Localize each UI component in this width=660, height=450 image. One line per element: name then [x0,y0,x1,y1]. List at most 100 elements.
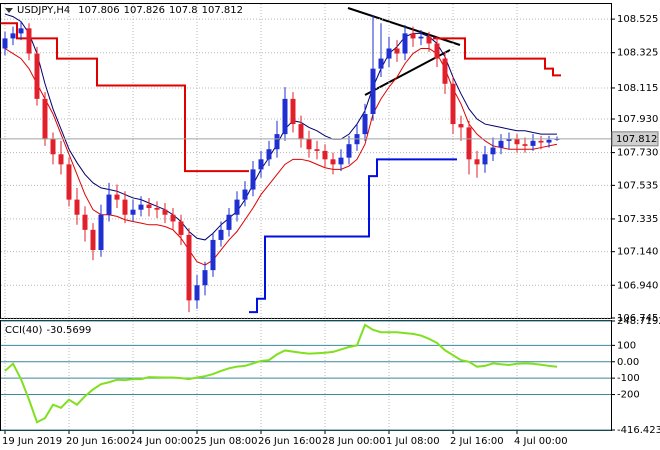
candle-body [514,139,520,145]
y-tick-label: 248.7192 [617,316,660,327]
candle-body [58,154,64,165]
candle-body [50,139,56,155]
candle-body [322,150,328,160]
candle-body [266,149,272,160]
candle-body [474,159,480,165]
candle-body [26,28,32,54]
x-tick-label: 20 Jun 16:00 [66,436,130,447]
candle-body [530,140,536,146]
candle-body [34,53,40,99]
candle-body [234,199,240,215]
candle-body [426,36,432,44]
y-tick-label: 108.525 [617,14,658,25]
candle-body [138,204,144,210]
candle-body [394,48,400,54]
candle-body [130,209,136,215]
y-tick-label: 107.535 [617,180,658,191]
x-tick-label: 25 Jun 08:00 [194,436,258,447]
y-tick-label: 107.730 [617,148,658,159]
indicator-line [4,47,558,266]
candle-body [410,33,416,39]
candle-body [306,139,312,150]
candle-body [434,43,440,59]
candle-body [346,144,352,158]
price-panel-frame [0,3,612,319]
candle-body [186,234,192,301]
candle-body [450,83,456,125]
candle-body [178,221,184,235]
candle-body [258,159,264,170]
candle-body [458,124,464,128]
x-tick-label: 26 Jun 16:00 [258,436,322,447]
candle-body [66,164,72,200]
ohlc-close: 107.812 [202,5,243,16]
x-tick-label: 24 Jun 00:00 [130,436,194,447]
candle-body [498,140,504,148]
candle-body [162,209,168,215]
candle-body [106,194,112,215]
y-tick-label: 107.930 [617,114,658,125]
candle-body [314,149,320,151]
ohlc-high: 107.826 [124,5,165,16]
candle-body [202,270,208,286]
y-tick-label: -200 [617,390,640,401]
candle-body [522,144,528,146]
candle-body [154,208,160,210]
cci-title: CCI(40) [5,325,43,336]
channel-line [249,158,457,314]
candle-body [194,285,200,301]
x-tick-label: 19 Jun 2019 [2,436,62,447]
candle-body [554,138,560,140]
candle-body [250,169,256,190]
x-tick-label: 28 Jun 00:00 [322,436,386,447]
x-tick-label: 2 Jul 16:00 [450,436,504,447]
current-price-label: 107.812 [616,134,657,145]
candle-body [538,140,544,143]
y-tick-label: 108.115 [617,83,658,94]
candle-body [18,28,24,34]
current-price-box [611,131,659,147]
candle-body [2,38,8,49]
y-tick-label: -416.423 [617,425,660,436]
y-tick-label: 100 [617,340,636,351]
channel-line [1,22,561,173]
y-tick-label: 106.745 [617,313,658,324]
y-tick-label: 106.940 [617,280,658,291]
candle-body [82,214,88,230]
candle-body [330,159,336,165]
candle-body [482,154,488,165]
candle-body [490,147,496,155]
candle-body [10,33,16,39]
candle-body [338,157,344,165]
candle-body [370,68,376,114]
candle-body [146,204,152,209]
candle-body [402,33,408,54]
x-tick-label: 4 Jul 00:00 [514,436,568,447]
candle-body [210,239,216,271]
candle-body [442,58,448,84]
candle-body [298,124,304,140]
candle-body [42,98,48,140]
candle-body [170,214,176,222]
candle-body [418,36,424,39]
y-tick-label: -100 [617,373,640,384]
candle-body [242,189,248,200]
y-tick-label: 0.00 [617,357,639,368]
y-tick-label: 107.140 [617,247,658,258]
ohlc-low: 107.8 [169,5,198,16]
candle-body [506,139,512,141]
candle-body [282,98,288,135]
candle-body [90,229,96,250]
candle-body [466,127,472,160]
candle-body [378,58,384,69]
y-tick-label: 108.325 [617,48,658,59]
candle-body [74,199,80,215]
candle-body [98,214,104,250]
indicator-line [4,323,558,424]
candle-body [274,134,280,150]
symbol-title: USDJPY,H4 [17,5,70,16]
indicator-line [4,13,557,241]
candle-body [226,214,232,230]
